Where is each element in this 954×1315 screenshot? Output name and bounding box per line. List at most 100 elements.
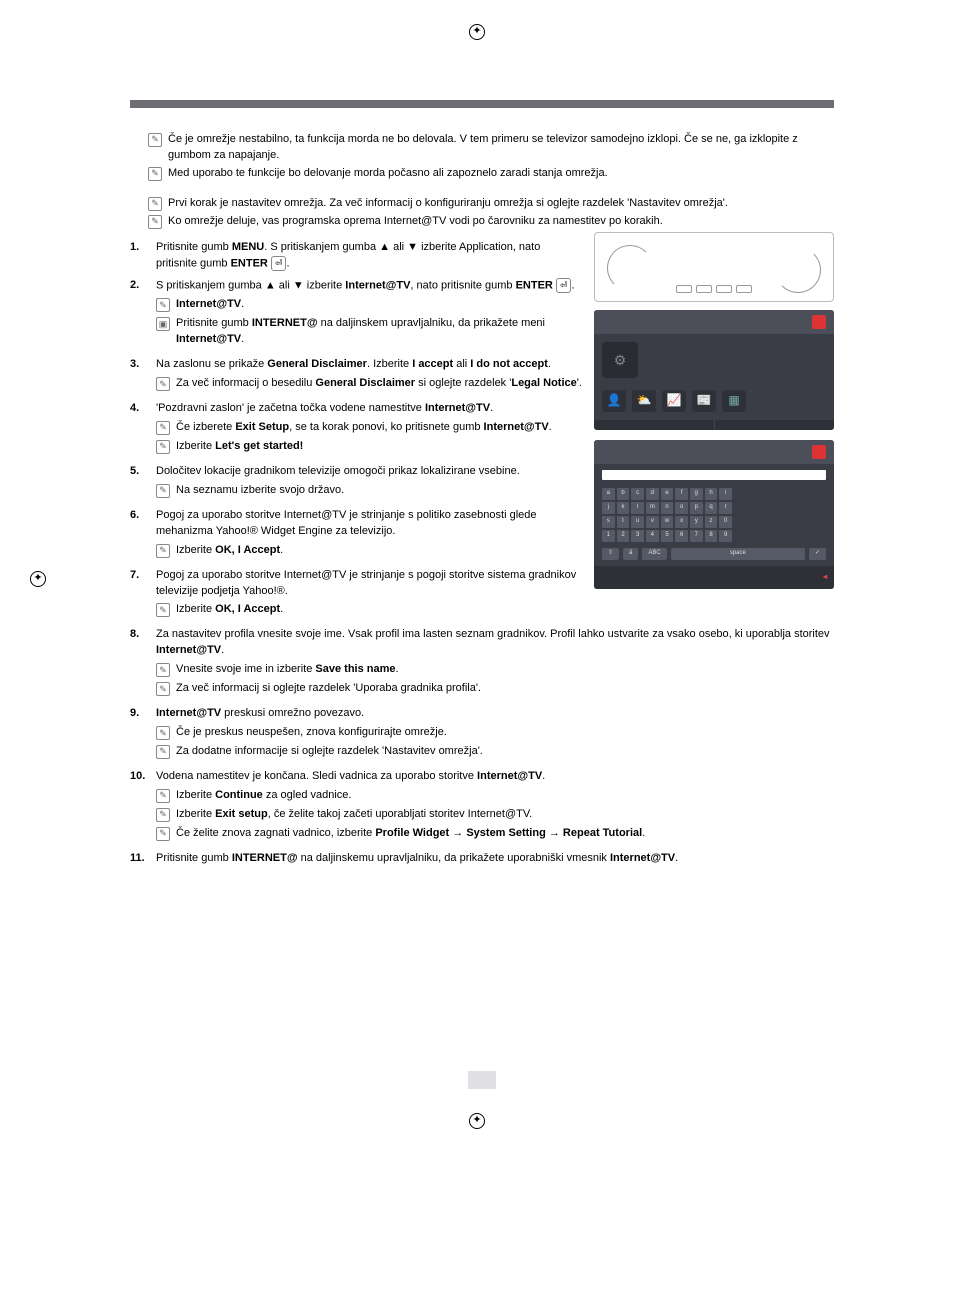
sub-note-text: Izberite OK, I Accept. [176, 602, 283, 618]
exit-setup-button[interactable] [742, 566, 816, 589]
page-footer [130, 1073, 834, 1089]
note-icon: ✎ [156, 544, 170, 558]
back-arrow-icon[interactable]: ◄ [816, 566, 834, 589]
sub-note-text: Izberite OK, I Accept. [176, 543, 283, 559]
step-item: Internet@TV preskusi omrežno povezavo.✎Č… [130, 706, 834, 763]
step-item: Pritisnite gumb INTERNET@ na daljinskemu… [130, 851, 834, 867]
step-item: Pogoj za uporabo storitve Internet@TV je… [130, 508, 582, 562]
sub-note: ✎Internet@TV. [156, 297, 582, 313]
note-icon: ✎ [148, 215, 162, 229]
keyboard-key[interactable]: 3 [631, 530, 644, 542]
keyboard-key[interactable]: s [602, 516, 615, 528]
keyboard-key[interactable]: 8 [705, 530, 718, 542]
keyboard-key[interactable]: f [675, 488, 688, 500]
save-name-button[interactable] [594, 566, 668, 589]
keyboard-key[interactable]: b [617, 488, 630, 500]
keyboard-key[interactable]: g [690, 488, 703, 500]
sub-note-text: Pritisnite gumb INTERNET@ na daljinskem … [176, 316, 582, 348]
step-text: Pogoj za uporabo storitve Internet@TV je… [156, 568, 582, 600]
sub-note-text: Izberite Exit setup, če želite takoj zač… [176, 807, 532, 823]
step-text: Internet@TV preskusi omrežno povezavo. [156, 706, 834, 722]
keyboard-key[interactable]: p [690, 502, 703, 514]
sub-note-text: Izberite Continue za ogled vadnice. [176, 788, 351, 804]
note-icon: ✎ [156, 663, 170, 677]
exit-setup-button[interactable] [715, 420, 835, 430]
keyboard-key[interactable]: 6 [675, 530, 688, 542]
keyboard-key[interactable]: t [617, 516, 630, 528]
keyboard-key[interactable]: i [719, 488, 732, 500]
keyboard-key[interactable]: 0 [719, 516, 732, 528]
step-text: Za nastavitev profila vnesite svoje ime.… [156, 627, 834, 659]
step-item: Določitev lokacije gradnikom televizije … [130, 464, 582, 502]
name-card-side-text [740, 488, 826, 542]
enter-icon: ⏎ [556, 278, 572, 293]
note-icon: ✎ [156, 726, 170, 740]
sub-note-text: Za dodatne informacije si oglejte razdel… [176, 744, 483, 760]
keyboard-key[interactable]: d [646, 488, 659, 500]
keyboard-key[interactable]: x [675, 516, 688, 528]
note-text: Prvi korak je nastavitev omrežja. Za več… [168, 196, 728, 212]
name-input[interactable] [602, 470, 826, 480]
step-item: 'Pozdravni zaslon' je začetna točka vode… [130, 401, 582, 458]
keyboard-key[interactable]: a [602, 488, 615, 500]
note-icon: ✎ [148, 197, 162, 211]
welcome-card-step-number [812, 315, 826, 329]
onscreen-keyboard[interactable]: abcdefghi jklmnopqr stuvwxyz0 123456789 [602, 488, 732, 542]
keyboard-key[interactable]: ⇧ [602, 548, 619, 560]
keyboard-key[interactable]: w [661, 516, 674, 528]
note-icon: ✎ [148, 133, 162, 147]
sub-note: ✎Na seznamu izberite svojo državo. [156, 483, 582, 499]
keyboard-key[interactable]: o [675, 502, 688, 514]
welcome-card: ⚙ 👤 ⛅ 📈 📰 ▦ [594, 310, 834, 430]
step-text: Pritisnite gumb MENU. S pritiskanjem gum… [156, 240, 582, 272]
step-text: S pritiskanjem gumba ▲ ali ▼ izberite In… [156, 278, 582, 294]
registration-mark-top [469, 24, 485, 40]
sub-note-text: Vnesite svoje ime in izberite Save this … [176, 662, 399, 678]
keyboard-key[interactable]: 9 [719, 530, 732, 542]
keyboard-key[interactable]: y [690, 516, 703, 528]
step-text: Vodena namestitev je končana. Sledi vadn… [156, 769, 834, 785]
keyboard-key[interactable]: z [705, 516, 718, 528]
sub-note-text: Če izberete Exit Setup, se ta korak pono… [176, 420, 552, 436]
keyboard-key[interactable]: c [631, 488, 644, 500]
keyboard-key[interactable]: h [705, 488, 718, 500]
sub-note: ✎ Izberite OK, I Accept. [156, 543, 582, 559]
sub-note-text: Izberite Let's get started! [176, 439, 303, 455]
keyboard-key[interactable]: 7 [690, 530, 703, 542]
keyboard-key[interactable]: l [631, 502, 644, 514]
name-entry-card: abcdefghi jklmnopqr stuvwxyz0 123456789 ⇧ äA… [594, 440, 834, 589]
keyboard-key[interactable]: 4 [646, 530, 659, 542]
sub-note-text: Za več informacij si oglejte razdelek 'U… [176, 681, 481, 697]
keyboard-key[interactable]: 2 [617, 530, 630, 542]
sub-note: ✎Če izberete Exit Setup, se ta korak pon… [156, 420, 582, 436]
keyboard-key[interactable]: ✓ [809, 548, 826, 560]
widget-icon: 📰 [692, 390, 716, 412]
lets-get-started-button[interactable] [594, 420, 715, 430]
keyboard-key[interactable]: u [631, 516, 644, 528]
name-card-step-number [812, 445, 826, 459]
keyboard-key[interactable]: j [602, 502, 615, 514]
keyboard-key[interactable]: k [617, 502, 630, 514]
keyboard-key[interactable]: v [646, 516, 659, 528]
keyboard-key[interactable]: r [719, 502, 732, 514]
widget-icon: ▦ [722, 390, 746, 412]
keyboard-key[interactable]: ABC [642, 548, 666, 560]
keyboard-key[interactable]: n [661, 502, 674, 514]
sub-note: ✎Za dodatne informacije si oglejte razde… [156, 744, 834, 760]
page-title-bar [130, 100, 834, 108]
keyboard-bottom-row[interactable]: ⇧ ä ABC space ✓ [594, 548, 834, 566]
note-icon: ✎ [148, 167, 162, 181]
keyboard-key[interactable]: ä [623, 548, 638, 560]
widget-icon: ⛅ [632, 390, 656, 412]
keyboard-key[interactable]: q [705, 502, 718, 514]
keyboard-key[interactable]: e [661, 488, 674, 500]
note-row: ✎ Prvi korak je nastavitev omrežja. Za ve… [148, 196, 834, 212]
note-icon: ✎ [156, 827, 170, 841]
keyboard-key[interactable]: m [646, 502, 659, 514]
step-item: Na zaslonu se prikaže General Disclaimer… [130, 357, 582, 395]
keyboard-key[interactable]: space [671, 548, 805, 560]
skip-step-button[interactable] [668, 566, 742, 589]
sub-note-text: Internet@TV. [176, 297, 244, 313]
keyboard-key[interactable]: 1 [602, 530, 615, 542]
keyboard-key[interactable]: 5 [661, 530, 674, 542]
